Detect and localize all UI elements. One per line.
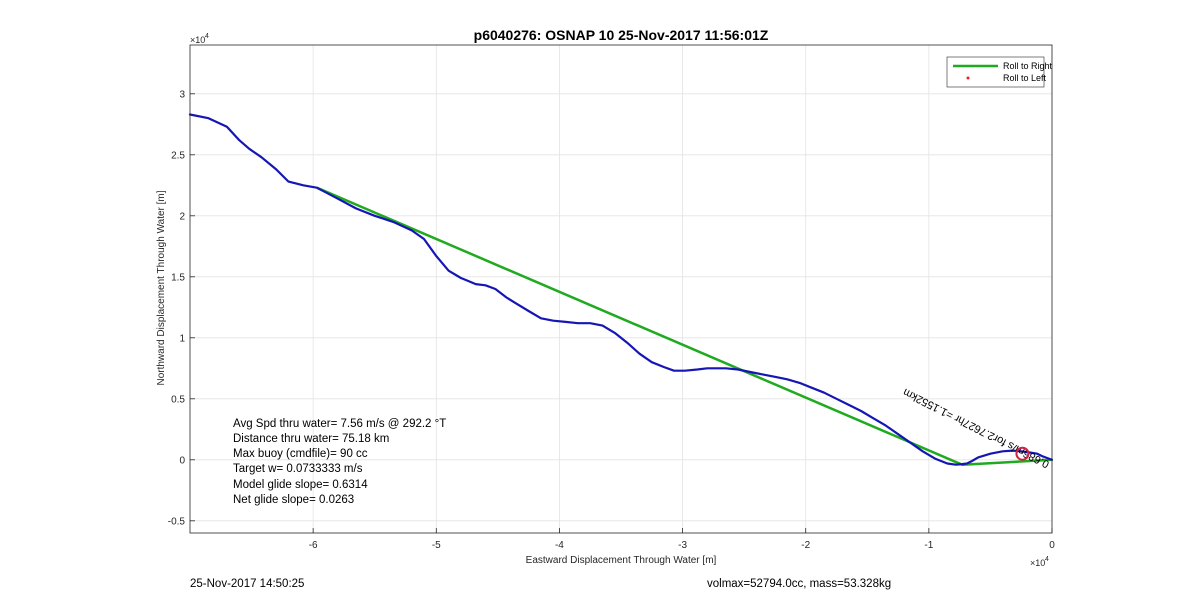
tick-layer: -6 -5 -4 -3 -2 -1 0 -0.5 0 0.5 1 1.5 2 2.5 3 bbox=[168, 89, 1055, 551]
y-tick-label: 3 bbox=[179, 89, 185, 100]
y-tick-label: 0 bbox=[179, 455, 185, 466]
stats-annotation: Avg Spd thru water= 7.56 m/s @ 292.2 °T … bbox=[233, 418, 446, 506]
x-axis-label: Eastward Displacement Through Water [m] bbox=[526, 555, 717, 566]
x-tick-label: -1 bbox=[924, 540, 933, 551]
y-axis-exponent-power: 4 bbox=[205, 33, 209, 40]
x-tick-label: -3 bbox=[678, 540, 687, 551]
current-marker bbox=[1015, 446, 1030, 461]
y-axis-label: Northward Displacement Through Water [m] bbox=[156, 190, 167, 385]
legend-label-roll-right: Roll to Right bbox=[1003, 61, 1053, 71]
series-layer bbox=[188, 113, 1054, 466]
stat-model-glide: Model glide slope= 0.6314 bbox=[233, 479, 368, 491]
y-tick-label: 1 bbox=[179, 333, 185, 344]
legend-swatch-roll-left bbox=[966, 76, 970, 80]
stat-net-glide: Net glide slope= 0.0263 bbox=[233, 494, 354, 506]
series-track bbox=[188, 113, 1054, 466]
x-tick-label: -4 bbox=[555, 540, 564, 551]
footer-volume-mass: volmax=52794.0cc, mass=53.328kg bbox=[707, 578, 892, 590]
y-axis-exponent-multiplier: ×10 bbox=[190, 35, 205, 45]
y-tick-label: 0.5 bbox=[171, 394, 185, 405]
x-tick-label: 0 bbox=[1049, 540, 1055, 551]
plot-border bbox=[189, 44, 1053, 534]
x-tick-label: -2 bbox=[801, 540, 810, 551]
y-tick-label: 1.5 bbox=[171, 272, 185, 283]
legend: Roll to Right Roll to Left bbox=[946, 56, 1053, 88]
x-tick-label: -6 bbox=[309, 540, 318, 551]
x-axis-exponent-power: 4 bbox=[1045, 556, 1049, 563]
x-axis-exponent: ×10 4 bbox=[1030, 556, 1049, 568]
stat-max-buoy: Max buoy (cmdfile)= 90 cc bbox=[233, 448, 368, 460]
y-tick-label: 2 bbox=[179, 211, 185, 222]
y-tick-label: 2.5 bbox=[171, 150, 185, 161]
plot-area bbox=[190, 45, 1052, 533]
x-axis-exponent-multiplier: ×10 bbox=[1030, 558, 1045, 568]
stat-target-w: Target w= 0.0733333 m/s bbox=[233, 463, 363, 475]
stat-avg-speed: Avg Spd thru water= 7.56 m/s @ 292.2 °T bbox=[233, 418, 446, 430]
legend-box bbox=[946, 56, 1045, 88]
x-tick-label: -5 bbox=[432, 540, 441, 551]
footer-timestamp: 25-Nov-2017 14:50:25 bbox=[190, 578, 305, 590]
legend-label-roll-left: Roll to Left bbox=[1003, 73, 1047, 83]
y-axis-exponent: ×10 4 bbox=[190, 33, 209, 45]
y-tick-label: -0.5 bbox=[168, 516, 186, 527]
stat-distance: Distance thru water= 75.18 km bbox=[233, 433, 389, 445]
chart-title: p6040276: OSNAP 10 25-Nov-2017 11:56:01Z bbox=[474, 27, 769, 43]
